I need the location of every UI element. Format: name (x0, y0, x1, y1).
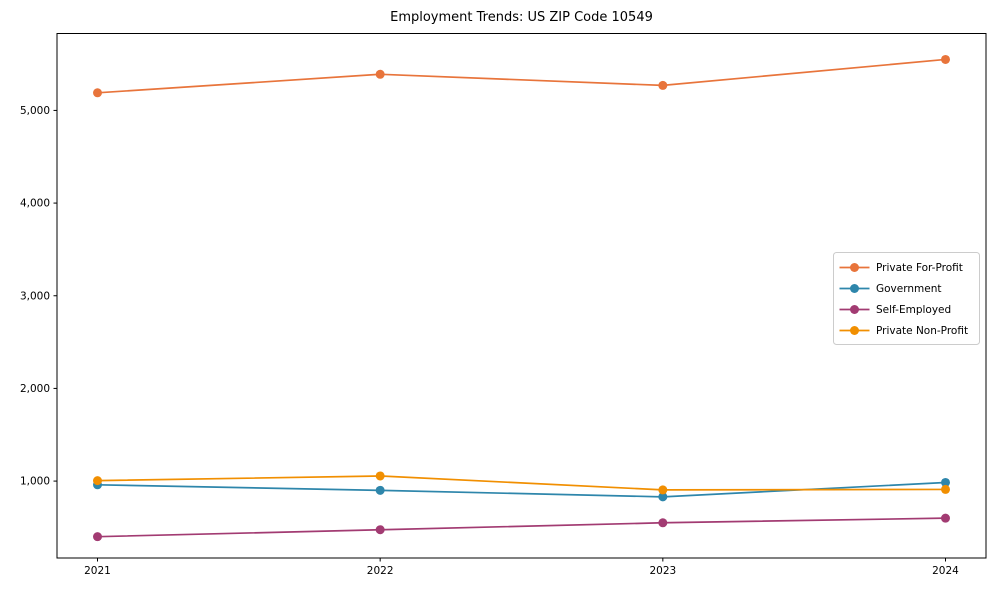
series-line-private-for-profit (97, 58, 946, 94)
legend-marker (850, 305, 859, 314)
y-tick-label: 5,000 (20, 105, 50, 117)
x-tick-label: 2022 (367, 565, 394, 577)
y-tick-label: 2,000 (20, 383, 50, 395)
legend-label: Private For-Profit (876, 262, 963, 274)
series-line-private-non-profit (97, 475, 946, 491)
data-point-private-for-profit-2023 (658, 80, 668, 90)
data-point-government-2022 (375, 485, 385, 495)
legend-box (833, 252, 980, 345)
legend-marker (850, 263, 859, 272)
data-point-private-for-profit-2024 (940, 54, 950, 64)
data-point-private-non-profit-2021 (93, 476, 103, 486)
series-line-self-employed (97, 517, 946, 538)
legend-label: Government (876, 283, 941, 295)
data-point-self-employed-2024 (940, 513, 950, 523)
data-point-private-non-profit-2024 (940, 484, 950, 494)
x-tick-label: 2021 (84, 565, 111, 577)
data-point-self-employed-2022 (375, 525, 385, 535)
legend-marker (850, 284, 859, 293)
data-point-private-non-profit-2022 (375, 471, 385, 481)
y-tick-label: 3,000 (20, 290, 50, 302)
chart-title: Employment Trends: US ZIP Code 10549 (390, 10, 653, 25)
legend-label: Self-Employed (876, 304, 951, 316)
data-point-self-employed-2021 (93, 532, 103, 542)
data-point-government-2023 (658, 492, 668, 502)
x-tick-label: 2023 (649, 565, 676, 577)
legend-label: Private Non-Profit (876, 325, 968, 337)
x-tick-label: 2024 (932, 565, 959, 577)
data-point-government-2024 (940, 477, 950, 487)
data-point-private-for-profit-2021 (93, 88, 103, 98)
legend-marker (850, 326, 859, 335)
data-point-private-for-profit-2022 (375, 69, 385, 79)
data-point-private-non-profit-2023 (658, 485, 668, 495)
y-tick-label: 1,000 (20, 476, 50, 488)
y-tick-label: 4,000 (20, 198, 50, 210)
data-point-self-employed-2023 (658, 518, 668, 528)
